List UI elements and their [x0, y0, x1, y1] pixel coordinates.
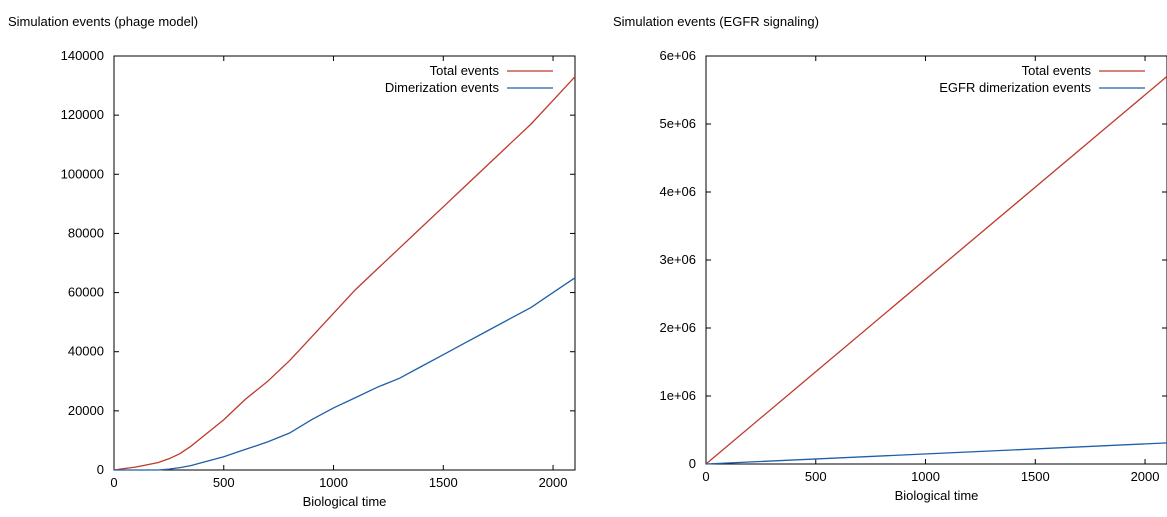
x-tick-label-left: 2000	[539, 475, 568, 490]
y-tick-label-left: 40000	[68, 344, 104, 359]
y-tick-label-right: 4e+06	[659, 184, 696, 199]
y-tick-label-right: 2e+06	[659, 320, 696, 335]
y-tick-label-left: 60000	[68, 285, 104, 300]
y-tick-label-right: 3e+06	[659, 252, 696, 267]
plot-frame-left	[113, 55, 576, 471]
legend-label-right-0: Total events	[1022, 63, 1092, 78]
x-axis-label-left: Biological time	[303, 494, 387, 509]
chart-title-right: Simulation events (EGFR signaling)	[613, 14, 819, 29]
y-tick-label-right: 5e+06	[659, 116, 696, 131]
series-line-right-0	[705, 75, 1167, 465]
series-line-left-0	[113, 76, 576, 471]
x-tick-label-right: 2000	[1131, 469, 1160, 484]
legend-label-right-1: EGFR dimerization events	[939, 80, 1091, 95]
x-tick-label-left: 0	[110, 475, 117, 490]
y-tick-label-left: 20000	[68, 403, 104, 418]
y-tick-label-left: 80000	[68, 225, 104, 240]
x-tick-label-right: 500	[805, 469, 827, 484]
x-tick-label-right: 0	[702, 469, 709, 484]
x-tick-label-right: 1500	[1021, 469, 1050, 484]
y-tick-label-right: 6e+06	[659, 48, 696, 63]
chart-title-left: Simulation events (phage model)	[8, 14, 199, 29]
y-tick-label-left: 0	[97, 462, 104, 477]
y-tick-label-left: 100000	[61, 166, 104, 181]
series-line-left-1	[114, 277, 576, 471]
legend-label-left-1: Dimerization events	[385, 80, 500, 95]
y-tick-label-right: 1e+06	[659, 388, 696, 403]
y-tick-label-left: 120000	[61, 107, 104, 122]
plot-frame-right	[705, 55, 1167, 465]
legend-label-left-0: Total events	[430, 63, 500, 78]
x-tick-label-left: 1000	[319, 475, 348, 490]
series-line-right-1	[705, 442, 1167, 465]
y-tick-label-right: 0	[689, 456, 696, 471]
y-tick-label-left: 140000	[61, 48, 104, 63]
x-tick-label-left: 1500	[429, 475, 458, 490]
x-tick-label-left: 500	[213, 475, 235, 490]
x-axis-label-right: Biological time	[895, 488, 979, 503]
x-tick-label-right: 1000	[911, 469, 940, 484]
